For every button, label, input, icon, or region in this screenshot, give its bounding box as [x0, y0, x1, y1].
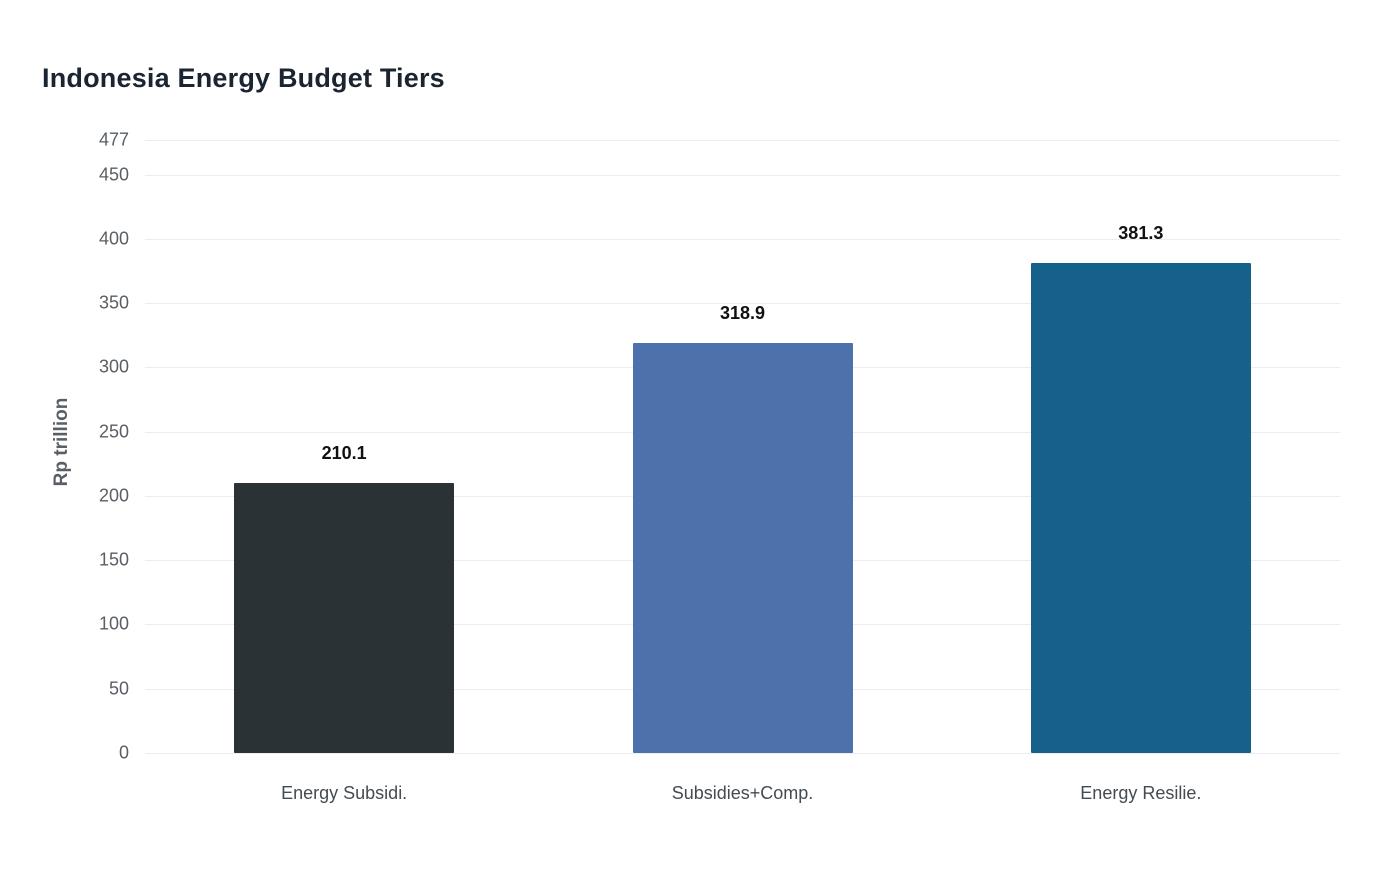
gridline [145, 140, 1340, 141]
plot-area: 210.1 318.9 381.3 [145, 140, 1340, 754]
y-tick-label: 477 [98, 129, 129, 150]
bar [632, 343, 853, 753]
gridline [145, 174, 1340, 176]
x-axis: Energy Subsidi. Subsidies+Comp. Energy Res… [145, 753, 1340, 823]
y-tick-label: 250 [98, 421, 129, 442]
y-tick-label: 350 [98, 292, 129, 313]
y-tick-label: 400 [98, 228, 129, 249]
y-tick-label: 0 [118, 742, 129, 763]
gridline [145, 303, 1340, 305]
gridline [145, 753, 1340, 754]
y-tick-label: 100 [98, 613, 129, 634]
gridline [145, 238, 1340, 240]
y-axis: 0 50 100 150 200 250 300 350 400 450 477 [0, 130, 135, 763]
x-tick-label: Energy Subsidi. [281, 783, 408, 803]
y-tick-label: 200 [98, 485, 129, 506]
bar-value-label: 381.3 [1118, 222, 1164, 243]
bar [234, 482, 455, 753]
bar-value-label: 210.1 [321, 442, 367, 463]
bar-value-label: 318.9 [719, 303, 766, 324]
y-tick-label: 150 [98, 549, 129, 570]
y-tick-label: 450 [98, 164, 129, 185]
y-tick-label: 50 [108, 678, 129, 699]
bar [1030, 262, 1251, 753]
y-tick-label: 300 [98, 356, 129, 377]
x-tick-label: Energy Resilie. [1080, 783, 1202, 803]
x-tick-label: Subsidies+Comp. [671, 783, 814, 803]
chart-title: Indonesia Energy Budget Tiers [42, 63, 445, 93]
